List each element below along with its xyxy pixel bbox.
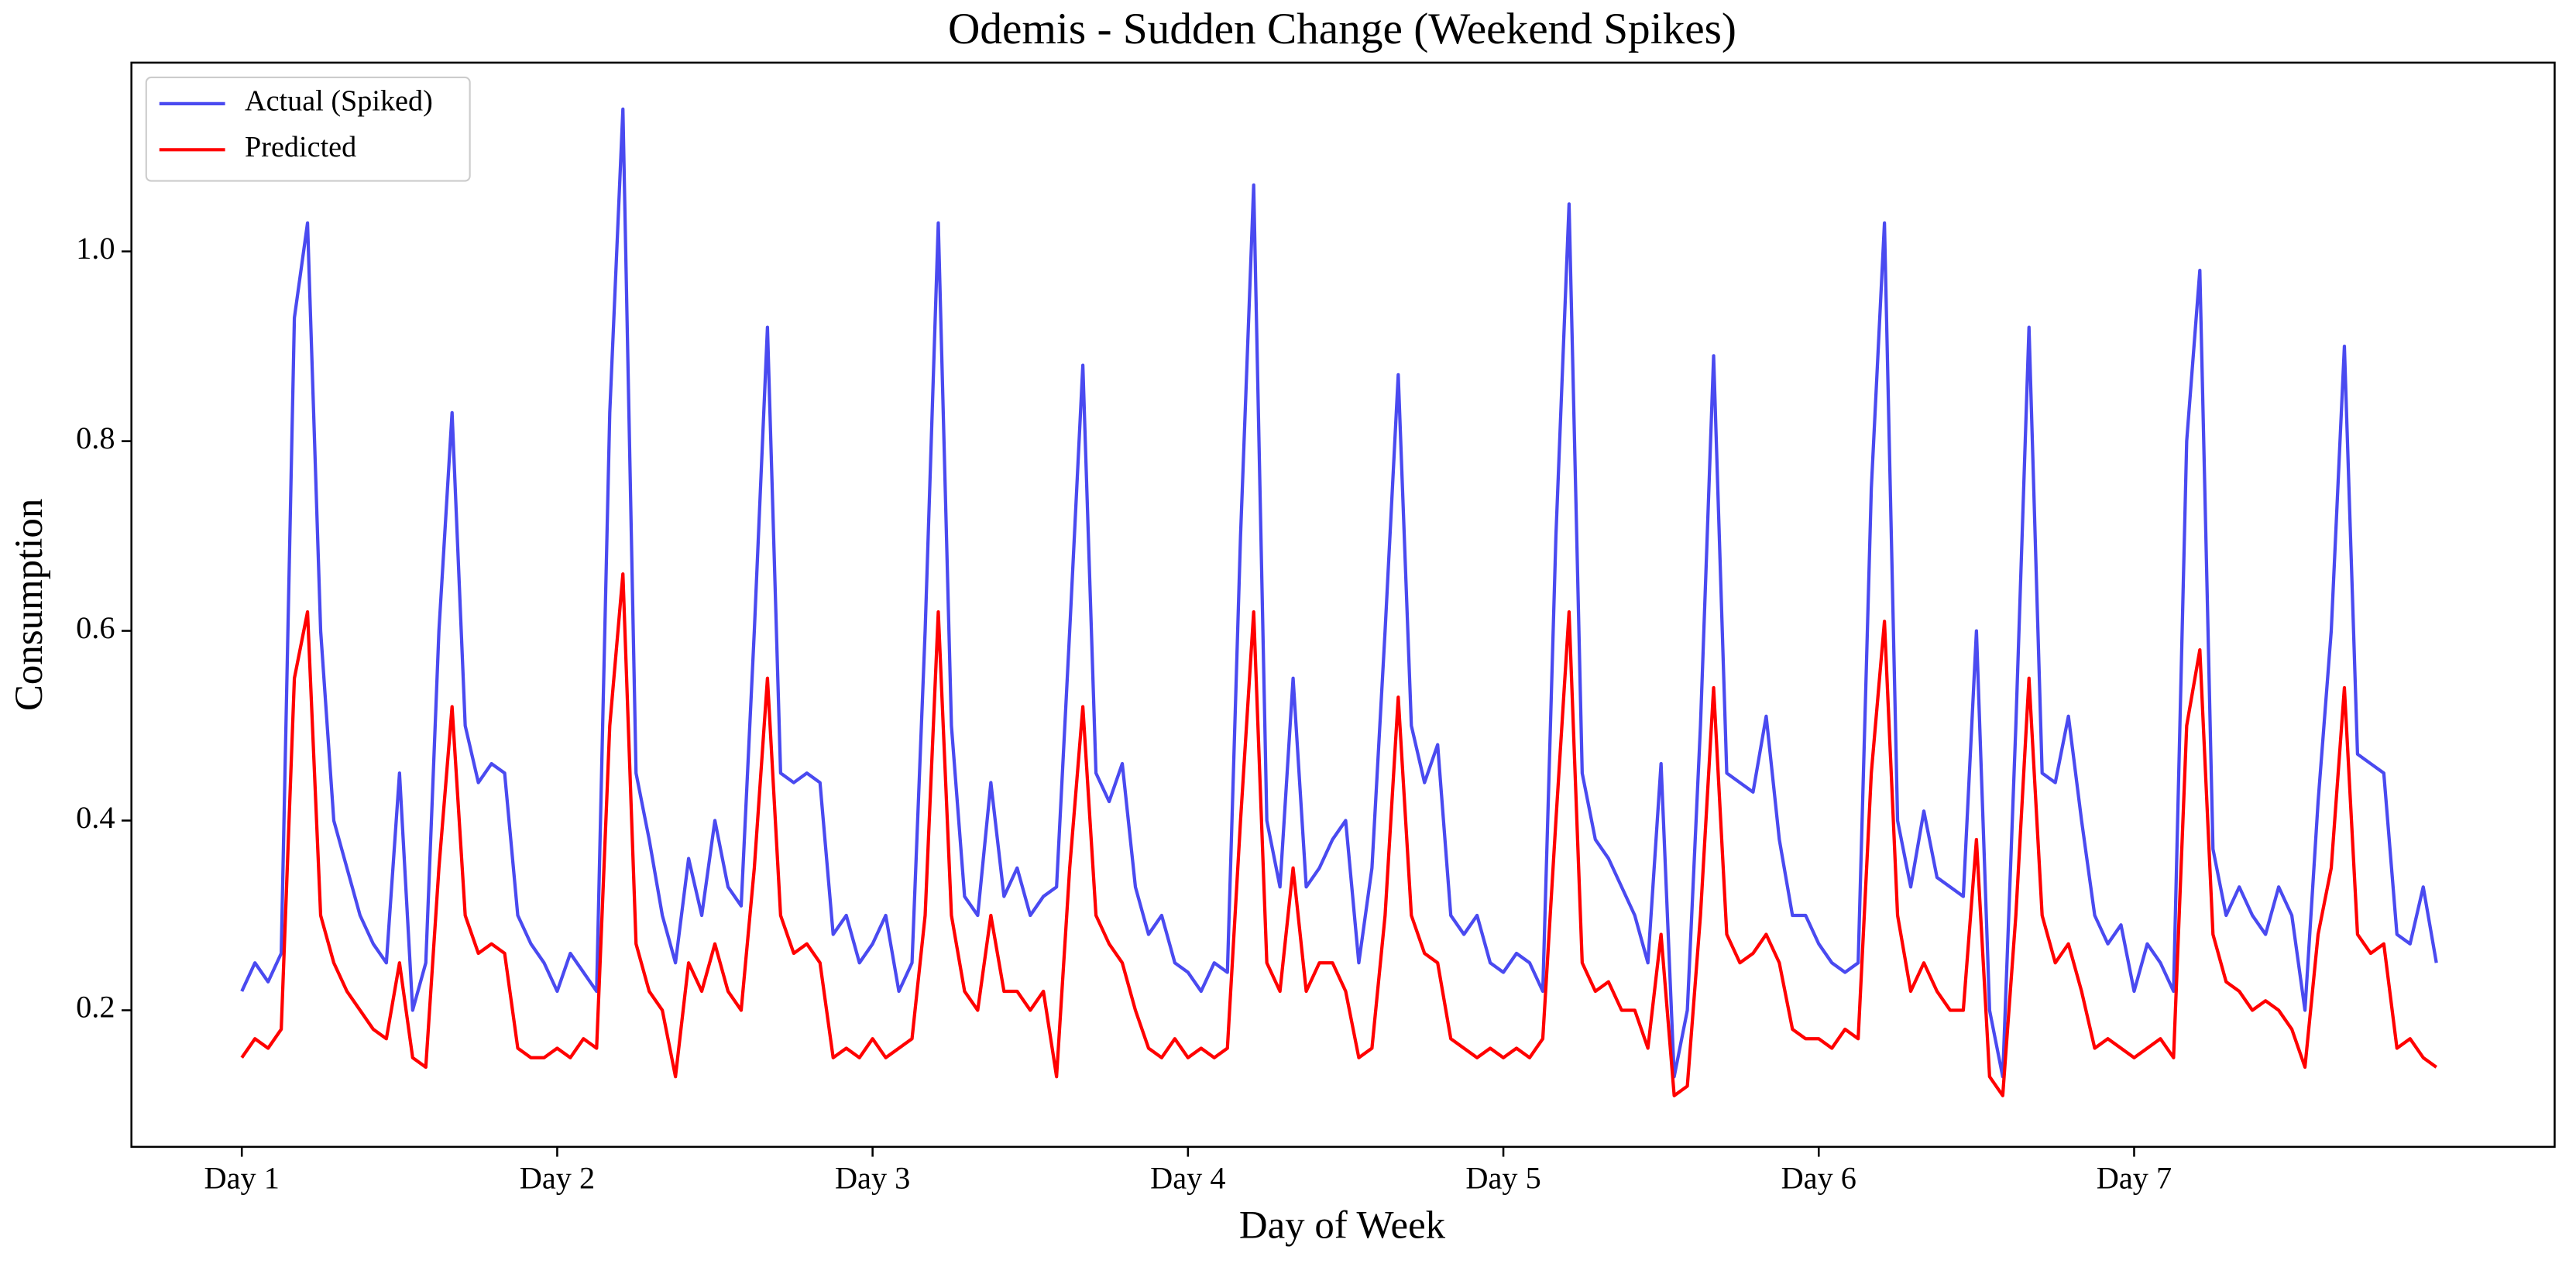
x-axis-label: Day of Week xyxy=(1239,1204,1446,1248)
x-tick-label: Day 2 xyxy=(520,1161,595,1196)
y-tick-label: 0.2 xyxy=(76,990,115,1025)
legend-label: Predicted xyxy=(245,131,356,163)
y-tick-label: 0.8 xyxy=(76,421,115,455)
chart-title: Odemis - Sudden Change (Weekend Spikes) xyxy=(948,5,1736,53)
y-tick-label: 0.6 xyxy=(76,610,115,645)
plot-frame xyxy=(130,61,2556,1149)
series-line xyxy=(240,107,2438,1079)
x-tick-label: Day 7 xyxy=(2097,1161,2172,1196)
legend-box xyxy=(145,76,471,182)
x-tick-label: Day 5 xyxy=(1465,1161,1540,1196)
y-tick-label: 1.0 xyxy=(76,231,115,266)
x-tick-label: Day 1 xyxy=(204,1161,280,1196)
y-tick-label: 0.4 xyxy=(76,800,115,835)
x-tick-label: Day 4 xyxy=(1150,1161,1225,1196)
x-tick-label: Day 6 xyxy=(1781,1161,1856,1196)
series-line xyxy=(240,572,2437,1097)
legend-label: Actual (Spiked) xyxy=(245,85,433,118)
x-tick-label: Day 3 xyxy=(835,1161,910,1196)
y-axis-label: Consumption xyxy=(8,499,51,711)
